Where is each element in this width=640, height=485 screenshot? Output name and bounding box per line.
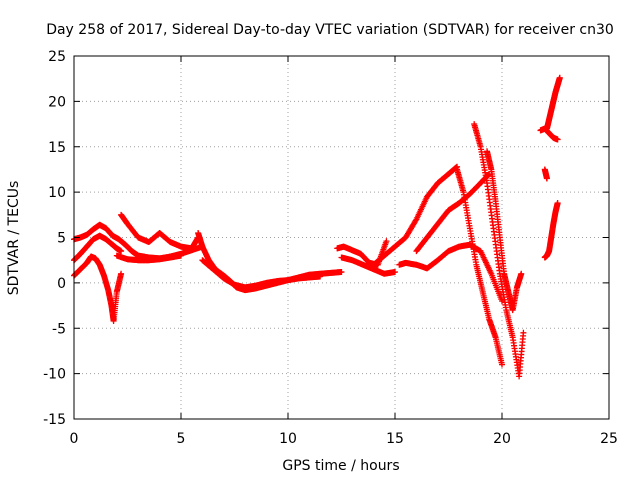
data-point — [543, 175, 550, 182]
y-tick-label: -5 — [52, 321, 66, 337]
data-layer — [71, 74, 563, 380]
series-arc-5 — [113, 252, 184, 264]
x-tick-label: 20 — [493, 431, 511, 447]
series-arc-18 — [543, 74, 563, 132]
data-point — [499, 361, 505, 368]
series-arc-3 — [71, 253, 125, 324]
data-point — [317, 273, 324, 280]
data-point — [178, 252, 184, 259]
series-arc-11 — [454, 166, 505, 368]
grid-layer — [74, 56, 609, 419]
data-point — [520, 329, 527, 336]
data-point — [554, 200, 561, 207]
y-axis-title: SDTVAR / TECUs — [6, 181, 22, 296]
data-point — [499, 298, 505, 305]
y-tick-label: 25 — [48, 49, 66, 65]
series-arc-13 — [471, 121, 527, 380]
x-tick-label: 15 — [386, 431, 404, 447]
tick-layer: 0 5 10 15 20 25 -15 -10 -5 0 5 10 15 20 25 — [43, 49, 618, 447]
series-arc-12 — [413, 170, 493, 255]
x-tick-label: 5 — [177, 431, 186, 447]
y-tick-label: 15 — [48, 140, 66, 156]
series-arc-7 — [199, 257, 324, 291]
series-arc-4 — [118, 211, 202, 252]
series-arc-15 — [484, 148, 525, 314]
series-arc-16 — [541, 200, 561, 261]
series-arc-10 — [370, 163, 461, 268]
data-point — [118, 270, 125, 277]
x-tick-label: 0 — [70, 431, 79, 447]
series-arc-19 — [537, 125, 561, 143]
data-point — [118, 248, 125, 255]
series-arc-17 — [541, 166, 550, 182]
y-tick-label: 0 — [57, 276, 66, 292]
y-tick-label: -10 — [43, 367, 66, 383]
data-point — [518, 270, 525, 277]
y-tick-label: 5 — [57, 231, 66, 247]
data-point — [383, 238, 390, 245]
data-point — [338, 268, 345, 275]
chart-title: Day 258 of 2017, Sidereal Day-to-day VTE… — [46, 22, 614, 38]
data-point — [392, 268, 398, 275]
series-arc-14 — [396, 241, 505, 305]
data-point — [554, 136, 561, 143]
y-tick-label: 10 — [48, 185, 66, 201]
x-axis-title: GPS time / hours — [282, 458, 399, 474]
data-point — [556, 74, 563, 81]
y-tick-label: -15 — [43, 412, 66, 428]
y-tick-label: 20 — [48, 94, 66, 110]
x-tick-label: 25 — [600, 431, 618, 447]
x-tick-label: 10 — [279, 431, 297, 447]
series-arc-2 — [71, 232, 125, 264]
series-arc-9 — [338, 254, 398, 277]
